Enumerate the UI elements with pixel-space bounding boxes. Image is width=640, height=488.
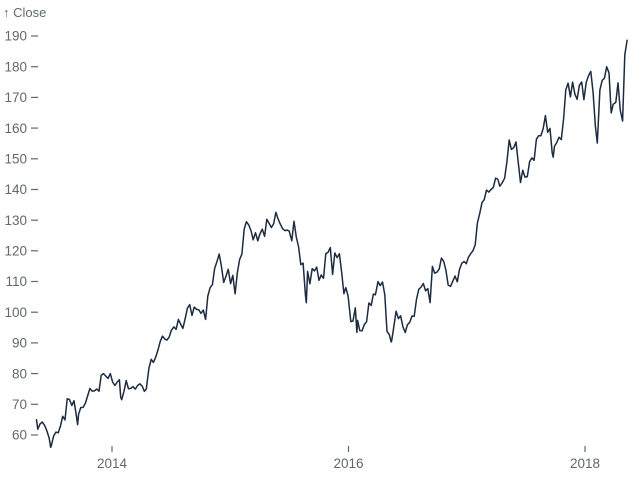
y-tick-label: 150 [4,152,27,167]
y-tick-label: 140 [4,182,27,197]
y-tick-label: 180 [4,59,27,74]
x-tick-label: 2016 [333,456,363,471]
y-tick-label: 60 [12,428,27,443]
y-tick-label: 80 [12,366,27,381]
x-tick-label: 2014 [97,456,128,471]
x-axis: 2014 2016 2018 [97,446,600,471]
y-axis: 60 70 80 90 100 110 120 130 140 150 160 170 180 190 [4,29,38,443]
y-tick-label: 130 [4,213,27,228]
x-tick-label: 2018 [570,456,600,471]
y-tick-label: 120 [4,244,27,259]
y-tick-label: 100 [4,305,27,320]
y-tick-label: 190 [4,29,27,44]
y-tick-label: 170 [4,90,27,105]
y-axis-title: ↑ Close [3,5,46,20]
close-price-line [35,39,628,449]
y-tick-label: 90 [12,336,27,351]
y-tick-label: 160 [4,121,27,136]
y-tick-label: 110 [5,274,27,289]
y-tick-label: 70 [12,397,27,412]
